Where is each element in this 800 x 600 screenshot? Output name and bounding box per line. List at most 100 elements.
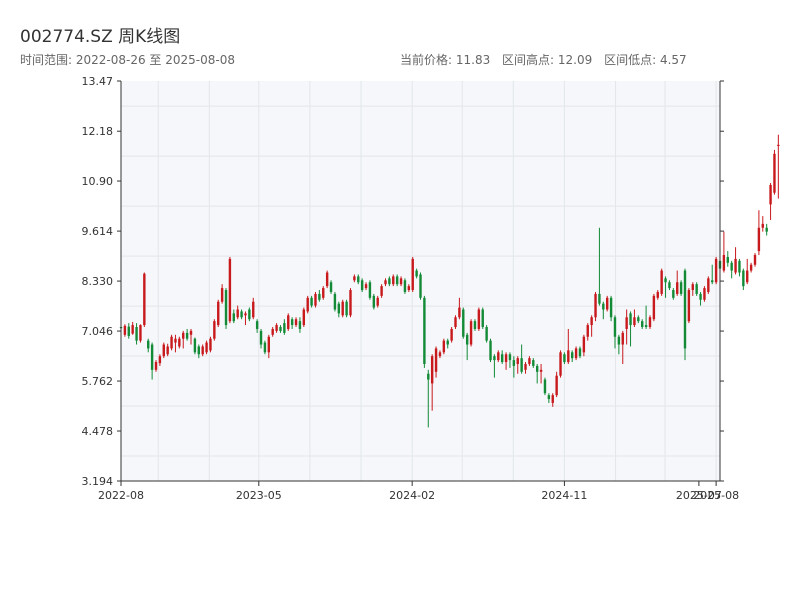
candle-body <box>325 272 329 287</box>
candle-body <box>419 274 422 298</box>
candle-body <box>322 288 325 298</box>
candle-body <box>497 352 500 361</box>
candle-body <box>450 328 453 341</box>
candle-body <box>489 340 492 361</box>
x-tick-label: 2023-05 <box>236 489 282 502</box>
candle-body <box>294 319 298 326</box>
candle-body <box>660 270 663 294</box>
candle-body <box>574 348 578 359</box>
candle-body <box>193 338 197 353</box>
candle-body <box>672 290 675 298</box>
candle-body <box>220 288 224 302</box>
candle-body <box>407 286 411 291</box>
candle-body <box>765 227 768 232</box>
candle-body <box>691 284 694 291</box>
candle-body <box>384 280 387 285</box>
candle-body <box>217 301 220 326</box>
candle-body <box>648 317 652 328</box>
candle-body <box>656 291 659 298</box>
candle-body <box>586 325 589 337</box>
range-high-text: 区间高点: 12.09 <box>502 53 593 67</box>
candle-body <box>679 282 683 294</box>
candle-body <box>726 256 729 263</box>
candle-body <box>368 282 372 298</box>
candle-body <box>197 346 200 355</box>
candle-body <box>761 223 764 228</box>
candle-body <box>329 282 333 292</box>
candle-body <box>609 297 613 318</box>
candle-body <box>606 297 609 310</box>
candle-body <box>617 336 621 345</box>
candle-body <box>143 273 146 326</box>
candle-body <box>711 280 714 283</box>
candle-body <box>162 344 165 357</box>
candle-body <box>652 295 656 320</box>
current-price-text: 当前价格: 11.83 <box>400 53 491 67</box>
x-tick-label: 2022-08 <box>98 489 144 502</box>
candle-body <box>454 317 457 328</box>
candle-body <box>687 290 691 322</box>
candle-body <box>590 317 593 326</box>
candle-body <box>699 293 702 300</box>
candle-body <box>318 293 321 300</box>
y-tick-label: 8.330 <box>82 275 114 288</box>
candle-body <box>279 327 282 331</box>
candle-body <box>520 358 523 372</box>
candle-body <box>357 276 360 283</box>
candle-body <box>613 317 617 337</box>
candle-body <box>465 334 469 345</box>
candle-body <box>267 336 271 353</box>
candle-body <box>403 280 407 292</box>
candle-body <box>290 319 294 326</box>
candle-body <box>434 348 438 372</box>
candle-body <box>625 317 628 329</box>
candle-body <box>749 264 753 271</box>
candle-body <box>201 346 204 355</box>
candle-body <box>158 356 162 364</box>
y-tick-label: 7.046 <box>82 325 114 338</box>
candle-body <box>298 321 302 329</box>
candle-body <box>244 313 247 316</box>
candle-body <box>170 336 173 349</box>
candle-body <box>563 354 566 363</box>
y-tick-label: 12.18 <box>82 125 114 138</box>
candle-body <box>524 363 527 370</box>
candle-body <box>287 315 290 329</box>
candle-body <box>306 297 309 312</box>
candle-body <box>637 317 640 322</box>
candle-body <box>252 301 255 318</box>
candle-body <box>139 325 142 341</box>
candle-body <box>380 286 383 296</box>
candle-body <box>310 297 313 306</box>
candle-body <box>337 303 341 314</box>
candle-body <box>676 282 679 294</box>
candle-body <box>512 360 516 366</box>
candle-body <box>275 325 278 331</box>
candle-body <box>427 373 430 380</box>
candle-body <box>543 379 547 394</box>
candle-body <box>178 338 181 347</box>
candle-body <box>438 352 442 357</box>
candle-body <box>430 356 434 384</box>
candle-body <box>458 307 461 318</box>
candle-body <box>664 278 667 283</box>
candle-body <box>508 354 512 361</box>
candle-body <box>683 270 687 349</box>
candle-body <box>738 260 741 273</box>
candle-body <box>345 301 348 316</box>
axes-group: 3.194 4.478 5.762 7.046 8.330 9.614 10.90 12.18… <box>82 75 740 502</box>
candle-body <box>236 309 239 318</box>
candle-body <box>539 369 543 372</box>
candle-body <box>493 356 496 361</box>
candle-body <box>166 346 169 355</box>
candle-body <box>753 254 757 265</box>
y-tick-label: 9.614 <box>82 225 114 238</box>
candle-body <box>224 290 228 326</box>
candle-body <box>228 258 232 322</box>
candle-body <box>730 262 733 271</box>
candle-body <box>555 375 558 396</box>
candle-body <box>174 338 177 343</box>
candle-body <box>703 288 706 300</box>
candle-body <box>477 309 481 329</box>
